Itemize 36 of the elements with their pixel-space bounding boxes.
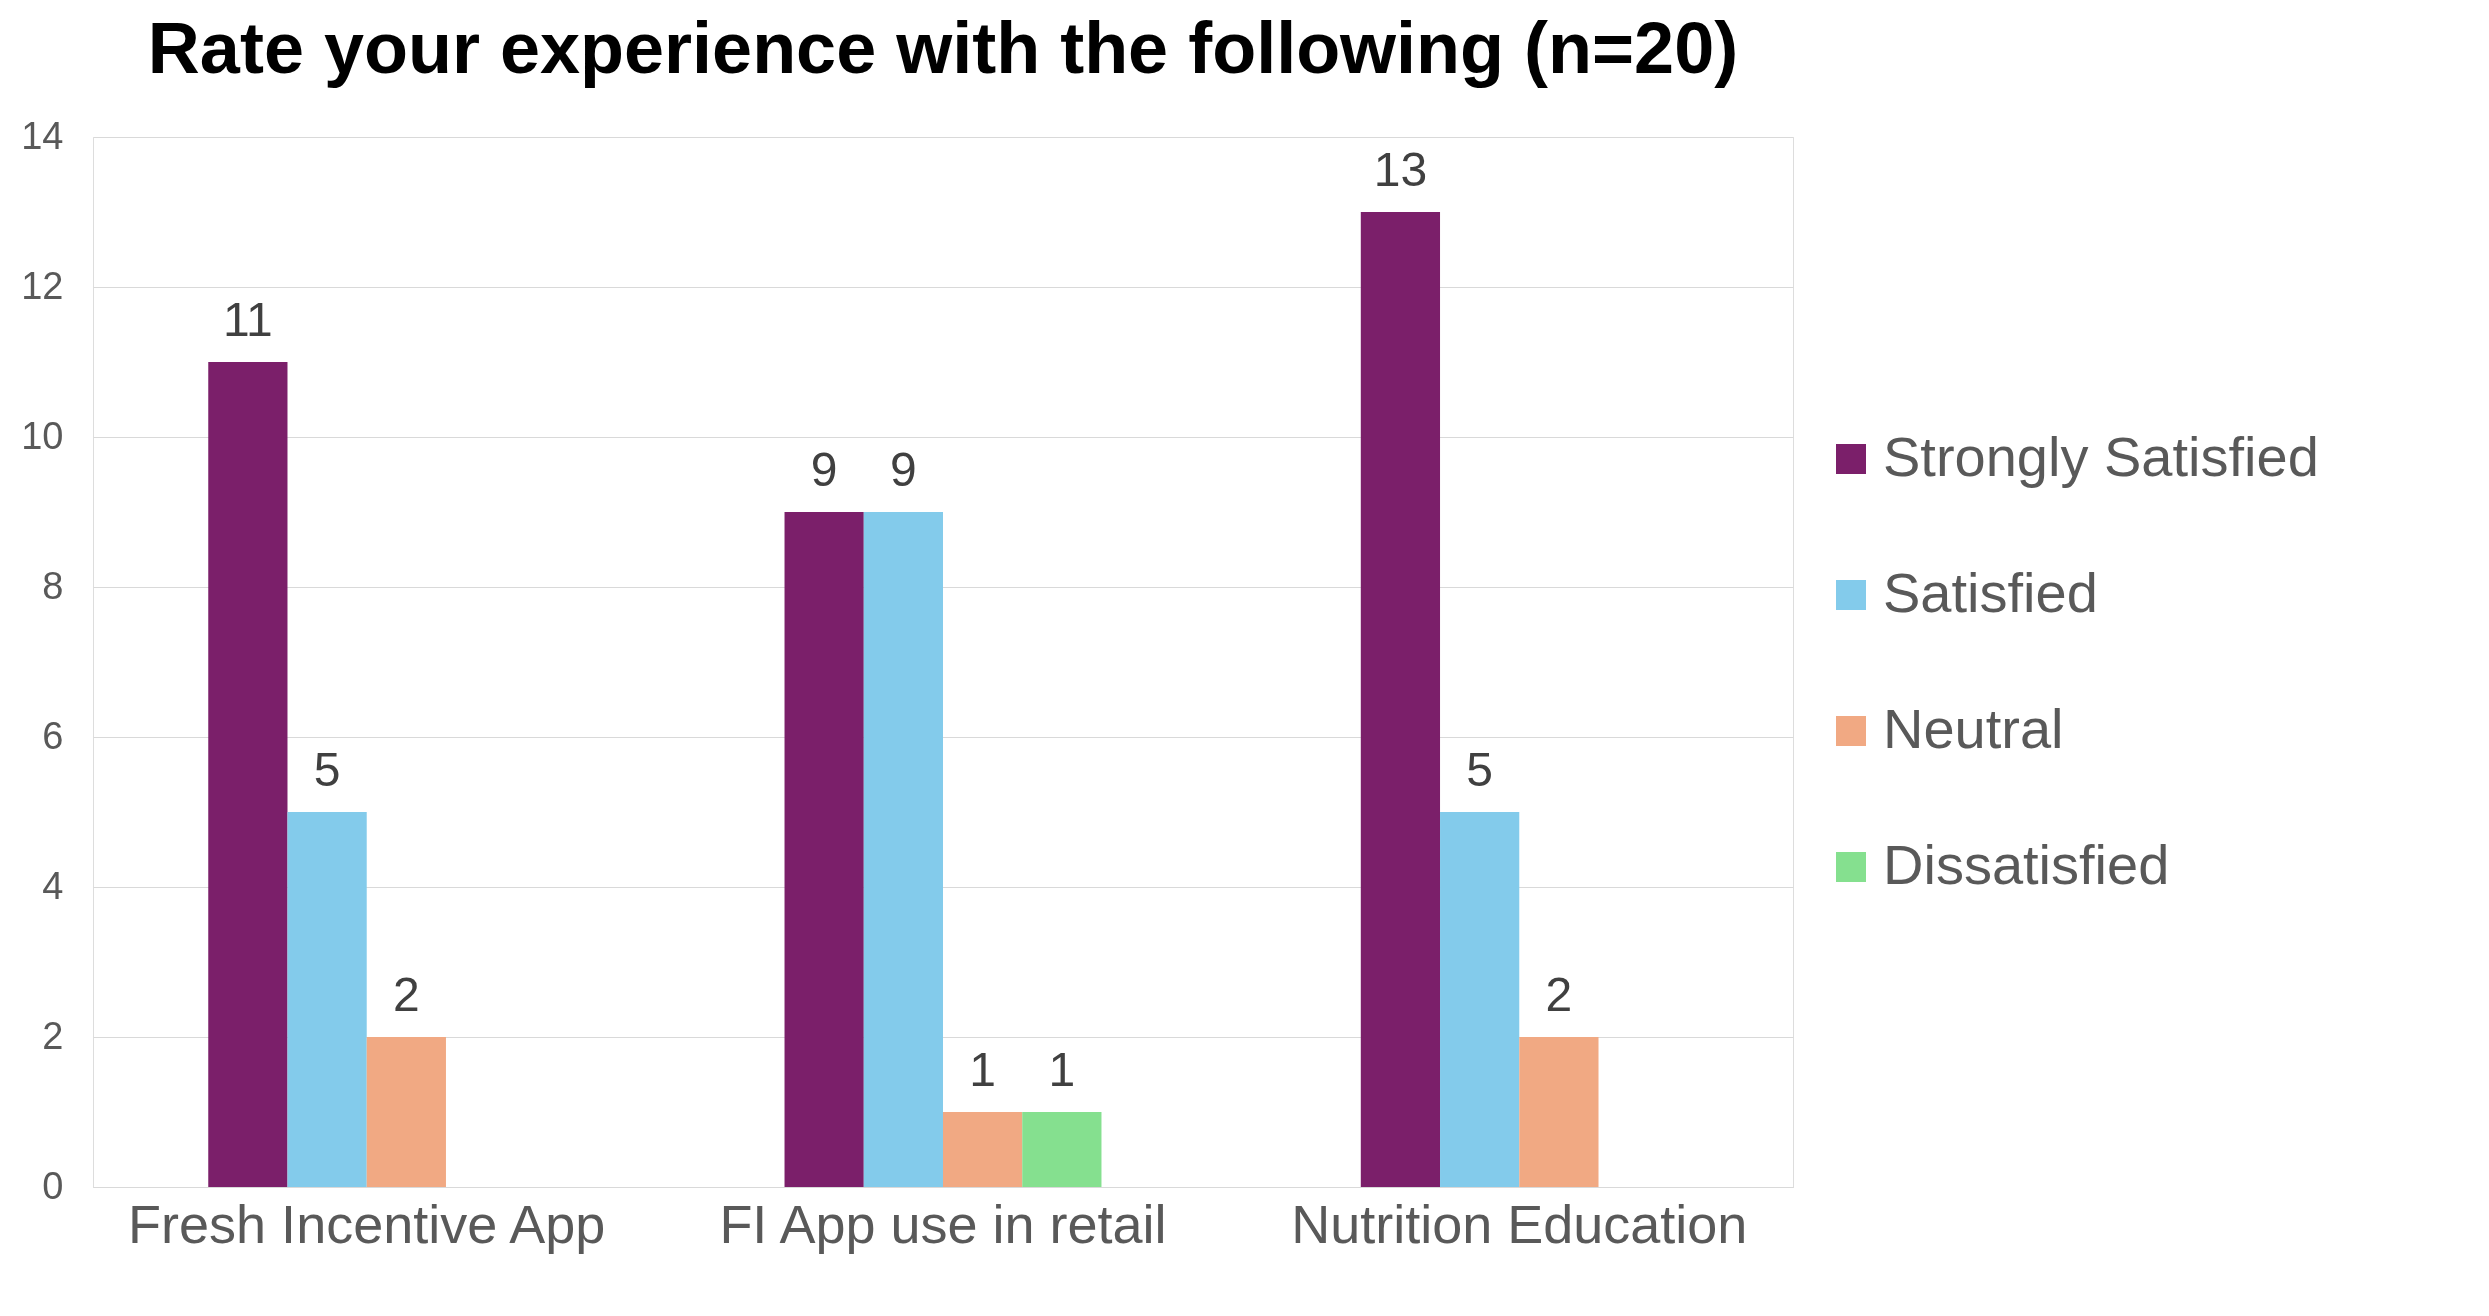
data-label: 1 bbox=[1048, 1043, 1076, 1096]
y-tick-label: 14 bbox=[21, 114, 64, 157]
bar bbox=[1022, 1112, 1102, 1187]
y-tick-label: 2 bbox=[42, 1014, 64, 1057]
bar bbox=[208, 362, 288, 1187]
bar bbox=[863, 512, 943, 1187]
x-tick-label: FI App use in retail bbox=[719, 1193, 1167, 1254]
data-label: 1 bbox=[969, 1043, 996, 1096]
bar bbox=[1519, 1037, 1599, 1187]
data-label: 9 bbox=[810, 443, 838, 496]
y-tick-label: 0 bbox=[42, 1164, 64, 1207]
y-tick-label: 8 bbox=[42, 564, 64, 607]
x-tick-label: Fresh Incentive App bbox=[128, 1193, 606, 1254]
x-tick-label: Nutrition Education bbox=[1291, 1193, 1748, 1254]
y-tick-label: 12 bbox=[21, 264, 64, 307]
bar bbox=[287, 812, 367, 1187]
data-label: 5 bbox=[1466, 743, 1493, 796]
bar bbox=[943, 1112, 1023, 1187]
data-label: 13 bbox=[1373, 143, 1428, 196]
data-label: 11 bbox=[222, 293, 273, 346]
legend-label: Strongly Satisfied bbox=[1883, 425, 2319, 488]
chart-title: Rate your experience with the following (n=20) bbox=[147, 8, 1739, 88]
y-tick-label: 4 bbox=[42, 864, 64, 907]
data-label: 2 bbox=[1545, 968, 1573, 1021]
bar bbox=[784, 512, 864, 1187]
data-label: 9 bbox=[890, 443, 917, 496]
data-label: 5 bbox=[313, 743, 341, 796]
bar bbox=[1440, 812, 1520, 1187]
y-tick-label: 10 bbox=[21, 414, 64, 457]
bar bbox=[1360, 212, 1441, 1187]
data-label: 2 bbox=[393, 968, 420, 1021]
legend-label: Neutral bbox=[1883, 697, 2064, 760]
legend-label: Satisfied bbox=[1883, 561, 2098, 624]
legend-label: Dissatisfied bbox=[1883, 833, 2170, 896]
bar bbox=[366, 1037, 446, 1187]
y-tick-label: 6 bbox=[42, 714, 64, 757]
